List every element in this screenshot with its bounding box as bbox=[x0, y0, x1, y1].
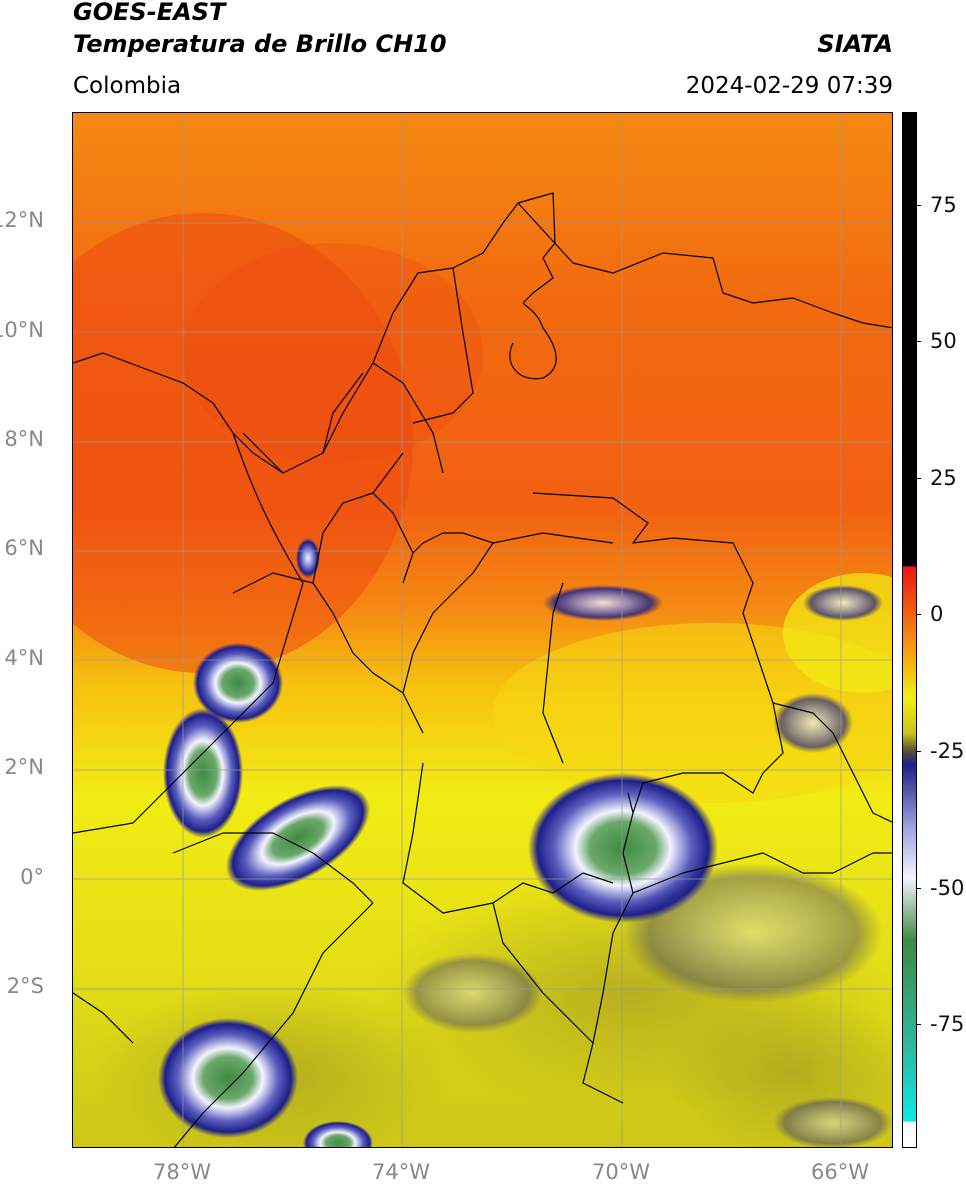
colorbar-tick bbox=[916, 888, 921, 889]
map-canvas bbox=[73, 113, 892, 1147]
yellow-region bbox=[493, 623, 892, 803]
lat-label: 2°N bbox=[4, 755, 44, 779]
agency-label: SIATA bbox=[817, 30, 893, 58]
title-product: Temperatura de Brillo CH10 bbox=[73, 30, 447, 58]
colorbar-tick bbox=[916, 205, 921, 206]
storm-cell bbox=[623, 863, 883, 1003]
colorbar-tick bbox=[916, 751, 921, 752]
storm-cell bbox=[158, 1018, 298, 1138]
boundaries bbox=[73, 192, 892, 1147]
storm-cell bbox=[773, 1097, 892, 1147]
colorbar-gradient bbox=[903, 113, 916, 1147]
storm-cell bbox=[303, 1121, 373, 1147]
colorbar-label: -75 bbox=[930, 1012, 965, 1036]
lat-label: 0° bbox=[20, 865, 44, 889]
colorbar-label: 25 bbox=[930, 466, 957, 490]
storm-cell bbox=[225, 785, 371, 891]
lat-label: 4°N bbox=[4, 646, 44, 670]
lon-label: 74°W bbox=[372, 1160, 430, 1184]
region-label: Colombia bbox=[73, 73, 182, 99]
colorbar-tick bbox=[916, 341, 921, 342]
colorbar-label: -50 bbox=[930, 876, 965, 900]
lat-label: 8°N bbox=[4, 427, 44, 451]
warm-region bbox=[183, 243, 483, 463]
storm-cell bbox=[296, 538, 320, 578]
colorbar-label: 50 bbox=[930, 329, 957, 353]
lon-label: 78°W bbox=[153, 1160, 211, 1184]
colorbar-tick bbox=[916, 614, 921, 615]
graticule bbox=[73, 113, 892, 1147]
lon-label: 70°W bbox=[592, 1160, 650, 1184]
title-satellite: GOES-EAST bbox=[73, 0, 226, 26]
lat-label: 12°N bbox=[0, 208, 44, 232]
lat-label: 6°N bbox=[4, 536, 44, 560]
storm-cell bbox=[543, 585, 663, 621]
satellite-map bbox=[72, 112, 893, 1148]
colorbar bbox=[902, 112, 917, 1148]
colorbar-label: 75 bbox=[930, 193, 957, 217]
timestamp-label: 2024-02-29 07:39 bbox=[685, 73, 893, 99]
colorbar-tick bbox=[916, 1024, 921, 1025]
lat-label: 10°N bbox=[0, 318, 44, 342]
storm-cell bbox=[193, 643, 283, 723]
storm-cell bbox=[403, 953, 543, 1033]
colorbar-label: -25 bbox=[930, 739, 965, 763]
storm-cell bbox=[803, 585, 883, 621]
lon-label: 66°W bbox=[811, 1160, 869, 1184]
lat-label: 2°S bbox=[6, 974, 44, 998]
storm-cell bbox=[163, 708, 243, 838]
colorbar-label: 0 bbox=[930, 602, 944, 626]
colorbar-tick bbox=[916, 478, 921, 479]
